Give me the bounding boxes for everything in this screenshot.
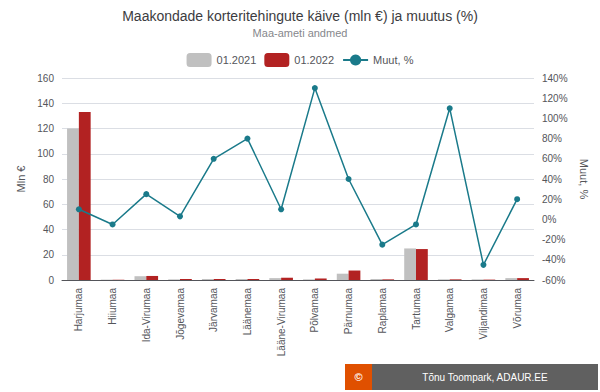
svg-text:0%: 0% xyxy=(542,214,557,225)
svg-text:Viljandimaa: Viljandimaa xyxy=(478,288,489,340)
svg-text:Hiiumaa: Hiiumaa xyxy=(107,288,118,325)
svg-text:Raplamaa: Raplamaa xyxy=(377,288,388,334)
svg-text:Maa-ameti andmed: Maa-ameti andmed xyxy=(253,27,348,39)
svg-text:Jõgevamaa: Jõgevamaa xyxy=(175,288,186,340)
svg-text:Muut, %: Muut, % xyxy=(578,159,590,200)
svg-text:60%: 60% xyxy=(542,153,562,164)
svg-text:©: © xyxy=(354,371,362,383)
svg-text:Järvamaa: Järvamaa xyxy=(208,288,219,332)
svg-text:Tõnu Toompark, ADAUR.EE: Tõnu Toompark, ADAUR.EE xyxy=(422,372,548,383)
svg-text:01.2022: 01.2022 xyxy=(294,54,334,66)
svg-text:Maakondade korteritehingute kä: Maakondade korteritehingute käive (mln €… xyxy=(122,8,478,24)
svg-text:140%: 140% xyxy=(542,73,568,84)
svg-text:Ida-Virumaa: Ida-Virumaa xyxy=(141,288,152,343)
svg-text:Mln €: Mln € xyxy=(15,166,27,193)
svg-text:-20%: -20% xyxy=(542,234,565,245)
svg-text:120%: 120% xyxy=(542,93,568,104)
svg-text:120: 120 xyxy=(37,123,54,134)
svg-text:Võrumaa: Võrumaa xyxy=(512,288,523,329)
svg-text:80: 80 xyxy=(43,174,55,185)
svg-text:100%: 100% xyxy=(542,113,568,124)
svg-text:140: 140 xyxy=(37,98,54,109)
svg-text:20: 20 xyxy=(43,249,55,260)
svg-text:Valgamaa: Valgamaa xyxy=(444,288,455,333)
svg-text:40: 40 xyxy=(43,224,55,235)
svg-text:Muut, %: Muut, % xyxy=(373,54,414,66)
svg-text:Lääne-Virumaa: Lääne-Virumaa xyxy=(276,288,287,357)
svg-text:Tartumaa: Tartumaa xyxy=(411,288,422,330)
svg-text:Põlvamaa: Põlvamaa xyxy=(309,288,320,333)
svg-text:01.2021: 01.2021 xyxy=(217,54,257,66)
svg-text:20%: 20% xyxy=(542,194,562,205)
svg-text:40%: 40% xyxy=(542,174,562,185)
svg-text:Pärnumaa: Pärnumaa xyxy=(343,288,354,335)
svg-text:-40%: -40% xyxy=(542,254,565,265)
svg-text:Harjumaa: Harjumaa xyxy=(73,288,84,332)
svg-text:Läänemaa: Läänemaa xyxy=(242,288,253,336)
svg-text:0: 0 xyxy=(48,275,54,286)
svg-text:80%: 80% xyxy=(542,133,562,144)
svg-text:-60%: -60% xyxy=(542,275,565,286)
svg-text:160: 160 xyxy=(37,73,54,84)
svg-text:100: 100 xyxy=(37,148,54,159)
svg-text:60: 60 xyxy=(43,199,55,210)
